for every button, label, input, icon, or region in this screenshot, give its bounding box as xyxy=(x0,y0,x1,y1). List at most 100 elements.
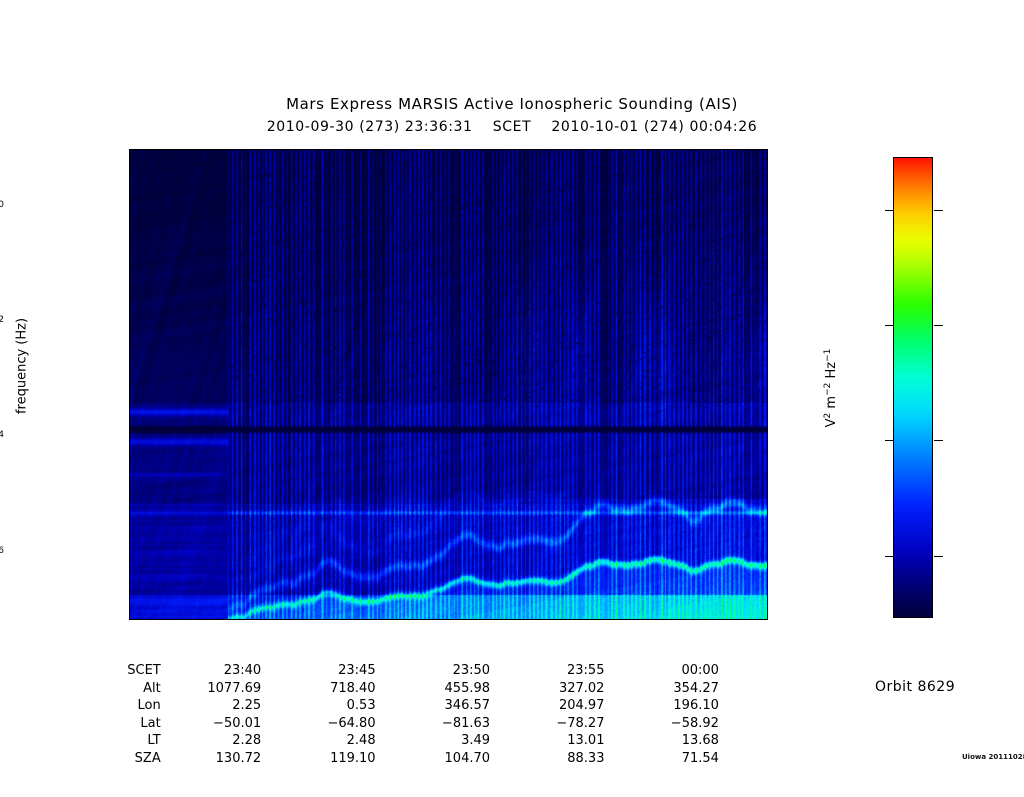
colorbar-tick-label: 10−12 xyxy=(0,315,4,326)
y-axis-tick xyxy=(129,229,130,230)
colorbar-tick xyxy=(934,440,943,441)
y-axis-tick xyxy=(129,612,130,613)
y-axis-tick xyxy=(129,246,130,247)
y-axis-tick xyxy=(129,316,130,317)
y-axis-tick xyxy=(129,333,130,334)
x-axis-tick xyxy=(278,149,279,150)
x-axis-tick xyxy=(347,149,348,150)
y-axis-tick xyxy=(129,455,130,456)
y-axis-title: frequency (Hz) xyxy=(14,317,30,414)
ephemeris-cell: 23:50 xyxy=(452,663,491,678)
orbit-label: Orbit 8629 xyxy=(875,679,956,695)
y-axis-tick xyxy=(129,386,130,387)
ephemeris-cell: 71.54 xyxy=(681,750,719,766)
colorbar-tick-label: 10−16 xyxy=(0,545,4,556)
y-axis-tick xyxy=(129,281,130,282)
colorbar-tick-label: 10−10 xyxy=(0,199,4,210)
ephemeris-cell: 2.25 xyxy=(232,698,262,713)
ephemeris-row: LT 2.28 2.48 3.49 13.01 13.68 xyxy=(43,732,733,750)
x-axis-tick xyxy=(736,149,737,150)
y-axis-tick xyxy=(129,159,130,160)
y-axis-tick xyxy=(129,595,130,596)
ephemeris-cell: 2.48 xyxy=(346,733,376,748)
ephemeris-table-body: SCET 23:40 23:45 23:50 23:55 00:00 Alt 1077.69 7… xyxy=(43,662,733,767)
x-axis-tick xyxy=(141,149,142,150)
x-axis-tick xyxy=(484,149,485,150)
colorbar-title: V2 m−2 Hz−1 xyxy=(822,348,840,427)
ephemeris-cell: −64.80 xyxy=(327,715,376,731)
x-axis-tick xyxy=(530,149,531,150)
y-axis-tick xyxy=(129,368,130,369)
x-axis-tick xyxy=(301,149,302,150)
ephemeris-row: Alt 1077.69 718.40 455.98 327.02 354.27 xyxy=(43,680,733,698)
ephemeris-cell: 455.98 xyxy=(444,680,491,696)
x-axis-tick xyxy=(416,149,417,150)
x-axis-tick xyxy=(233,149,234,150)
y-axis-tick xyxy=(129,351,130,352)
y-axis-tick xyxy=(129,211,130,212)
ais-spectrogram-page: Mars Express MARSIS Active Ionospheric S… xyxy=(0,95,1024,767)
x-axis-tick xyxy=(622,149,623,150)
ephemeris-cell: 327.02 xyxy=(558,680,605,696)
ephemeris-cell: 196.10 xyxy=(673,698,719,713)
ephemeris-row-label: SCET xyxy=(127,663,161,678)
x-axis-tick xyxy=(370,149,371,150)
ephemeris-row-label: Alt xyxy=(143,680,161,696)
ephemeris-row-label: Lat xyxy=(140,715,161,731)
ephemeris-cell: −81.63 xyxy=(441,715,491,731)
y-axis-tick xyxy=(129,194,130,195)
y-axis-tick xyxy=(129,263,130,264)
ephemeris-cell: −50.01 xyxy=(213,715,262,731)
y-axis-tick xyxy=(129,420,130,421)
colorbar-tick xyxy=(934,556,943,557)
y-axis-tick xyxy=(129,543,130,544)
ephemeris-cell: 718.40 xyxy=(330,680,376,696)
x-axis-tick xyxy=(759,149,760,150)
colorbar-tick xyxy=(885,210,894,211)
ephemeris-cell: 119.10 xyxy=(330,750,376,766)
ephemeris-cell: 346.57 xyxy=(444,698,491,713)
ephemeris-cell: 104.70 xyxy=(444,750,491,766)
y-axis-tick xyxy=(129,490,130,491)
ephemeris-cell: 13.01 xyxy=(567,733,605,748)
colorbar-tick xyxy=(885,556,894,557)
y-axis-tick xyxy=(129,560,130,561)
ephemeris-row-label: SZA xyxy=(134,750,161,766)
ephemeris-cell: −58.92 xyxy=(670,715,719,731)
ephemeris-cell: 23:40 xyxy=(223,663,262,678)
colorbar xyxy=(885,157,943,618)
spectrogram-image xyxy=(130,150,767,619)
y-axis-tick xyxy=(129,508,130,509)
x-axis-tick xyxy=(462,149,463,150)
x-axis-tick xyxy=(393,149,394,150)
colorbar-gradient xyxy=(894,158,932,617)
ephemeris-row-label: LT xyxy=(147,733,161,748)
x-axis-tick xyxy=(576,149,577,150)
colorbar-tick xyxy=(934,325,943,326)
x-axis-tick xyxy=(645,149,646,150)
ephemeris-cell: 88.33 xyxy=(567,750,605,766)
spectrogram-plot xyxy=(129,149,768,620)
page-title: Mars Express MARSIS Active Ionospheric S… xyxy=(286,95,738,113)
ephemeris-cell: −78.27 xyxy=(556,715,605,731)
ephemeris-row: SCET 23:40 23:45 23:50 23:55 00:00 xyxy=(43,662,733,680)
x-axis-tick xyxy=(599,149,600,150)
colorbar-tick xyxy=(934,210,943,211)
ephemeris-cell: 130.72 xyxy=(215,750,262,766)
ephemeris-cell: 0.53 xyxy=(346,698,376,713)
x-axis-tick xyxy=(507,149,508,150)
x-axis-tick xyxy=(553,149,554,150)
x-axis-tick xyxy=(187,149,188,150)
y-axis-tick xyxy=(129,525,130,526)
y-axis-tick xyxy=(129,298,130,299)
y-axis-tick xyxy=(129,473,130,474)
y-axis-tick xyxy=(129,438,130,439)
x-axis-tick xyxy=(439,149,440,150)
colorbar-tick-label: 10−14 xyxy=(0,430,4,441)
y-axis-tick xyxy=(129,176,130,177)
x-axis-tick xyxy=(690,149,691,150)
ephemeris-cell: 23:55 xyxy=(567,663,605,678)
page-subtitle: 2010-09-30 (273) 23:36:31 SCET 2010-10-0… xyxy=(266,119,758,135)
ephemeris-cell: 23:45 xyxy=(338,663,376,678)
ephemeris-row: SZA 130.72 119.10 104.70 88.33 71.54 xyxy=(43,750,733,768)
